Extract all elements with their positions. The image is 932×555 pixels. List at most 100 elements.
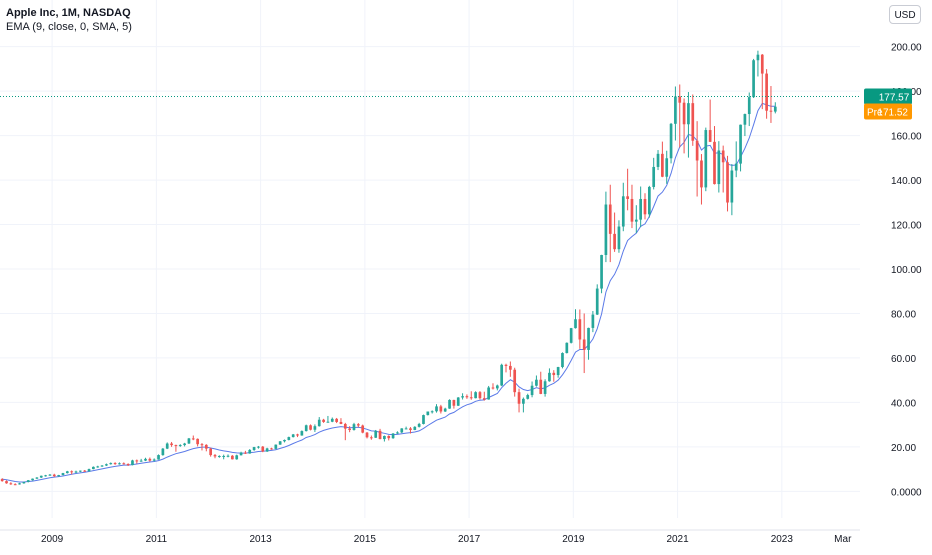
candle-up	[647, 186, 651, 215]
candle-down	[626, 196, 629, 199]
candle-up	[448, 399, 451, 409]
last-price-tag	[864, 88, 912, 105]
candle-up	[639, 198, 643, 220]
candle-up	[235, 455, 239, 460]
y-tick-label: 0.0000	[891, 487, 922, 498]
x-tick-label: 2023	[771, 534, 794, 545]
candle-down	[578, 319, 582, 340]
candle-down	[209, 448, 213, 456]
candle-up	[57, 475, 60, 477]
candle-up	[152, 459, 156, 461]
candle-up	[574, 319, 577, 329]
symbol-title[interactable]: Apple Inc, 1M, NASDAQ	[6, 7, 131, 19]
candle-down	[70, 471, 74, 473]
candle-up	[26, 480, 30, 482]
candle-up	[79, 470, 82, 472]
candle-down	[13, 484, 17, 486]
candle-down	[244, 452, 247, 454]
candle-up	[500, 364, 504, 386]
y-tick-label: 80.00	[891, 309, 916, 320]
last-price-text: 177.57	[879, 93, 910, 104]
candle-down	[482, 398, 486, 400]
x-axis[interactable]: 2009 2011 2013 2015 2017 2019 2021 2023 Mar	[41, 534, 852, 545]
x-tick-label: 2021	[666, 534, 689, 545]
candle-down	[504, 364, 508, 366]
candle-up	[239, 452, 243, 456]
candle-down	[335, 418, 338, 422]
candle-down	[296, 434, 299, 436]
candle-down	[365, 432, 369, 438]
candle-up	[304, 425, 308, 432]
candle-down	[469, 397, 473, 399]
candle-up	[548, 372, 551, 382]
candle-up	[300, 431, 304, 436]
candle-up	[157, 455, 160, 460]
candle-up	[734, 163, 738, 171]
candle-down	[491, 387, 495, 389]
candle-down	[135, 460, 139, 462]
candle-down	[204, 444, 208, 449]
candle-up	[604, 204, 608, 255]
currency-button[interactable]: USD	[889, 5, 921, 24]
candle-up	[743, 114, 747, 125]
candle-down	[439, 406, 443, 412]
candle-down	[465, 396, 469, 398]
candle-down	[769, 110, 773, 112]
candle-down	[721, 150, 725, 163]
candle-up	[283, 439, 286, 442]
candle-down	[552, 372, 556, 376]
candle-up	[474, 392, 477, 399]
candle-up	[426, 411, 430, 416]
candle-up	[131, 460, 134, 466]
candle-up	[556, 367, 560, 376]
candle-up	[65, 471, 69, 474]
candle-up	[352, 424, 356, 430]
candle-down	[148, 458, 152, 461]
candle-down	[539, 379, 543, 394]
candle-up	[35, 477, 39, 479]
candle-up	[39, 475, 43, 478]
candle-up	[87, 469, 91, 472]
candle-down	[760, 54, 764, 74]
candle-down	[361, 425, 365, 433]
candle-up	[100, 465, 104, 467]
candle-up	[22, 481, 26, 484]
candle-up	[569, 328, 573, 343]
y-tick-label: 140.00	[891, 176, 922, 187]
candle-up	[161, 448, 165, 456]
candle-down	[0, 479, 4, 482]
candle-up	[217, 455, 221, 457]
candle-down	[5, 481, 8, 484]
candle-down	[517, 392, 521, 404]
x-tick-label: 2009	[41, 534, 64, 545]
candle-down	[378, 430, 382, 440]
candle-down	[452, 399, 456, 406]
candle-up	[674, 96, 677, 124]
candle-up	[591, 314, 595, 328]
candle-down	[170, 443, 173, 446]
candle-up	[374, 430, 378, 438]
candle-up	[461, 396, 464, 398]
candle-up	[600, 254, 603, 289]
candle-up	[413, 426, 417, 430]
candle-down	[356, 424, 360, 426]
candle-down	[713, 141, 716, 185]
candle-up	[561, 353, 564, 368]
candle-up	[278, 441, 282, 445]
candle-up	[756, 54, 760, 61]
candle-down	[339, 421, 343, 424]
candle-up	[118, 463, 121, 465]
candle-up	[773, 106, 777, 112]
candle-down	[83, 470, 87, 472]
candle-down	[608, 204, 612, 234]
candle-up	[730, 170, 734, 203]
candle-up	[226, 455, 230, 457]
indicator-label[interactable]: EMA (9, close, 0, SMA, 5)	[6, 21, 132, 33]
x-tick-label: 2015	[354, 534, 377, 545]
candle-down	[9, 483, 13, 485]
x-tick-label: 2017	[458, 534, 481, 545]
candle-down	[370, 437, 373, 439]
candle-up	[317, 419, 321, 427]
